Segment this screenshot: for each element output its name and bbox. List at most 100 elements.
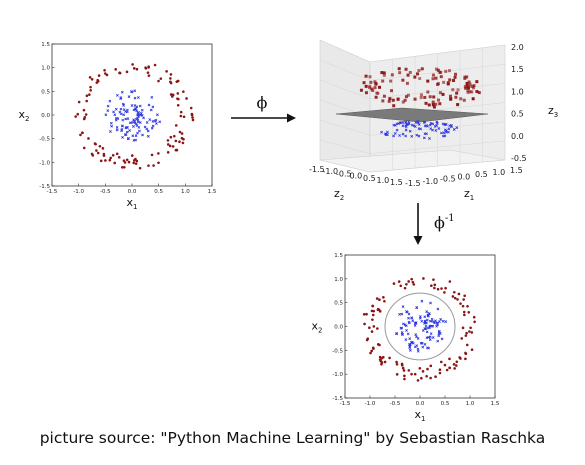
outer-class-point-3d	[451, 88, 454, 91]
outer-class-point	[410, 278, 413, 281]
outer-class-point	[126, 158, 129, 161]
outer-class-point	[118, 72, 121, 75]
outer-class-point	[437, 288, 440, 291]
outer-class-point	[422, 370, 425, 373]
outer-class-point	[371, 318, 374, 321]
outer-class-point	[463, 294, 466, 297]
outer-class-point	[467, 311, 470, 314]
outer-class-point-3d	[436, 83, 439, 86]
outer-class-point	[167, 151, 170, 154]
outer-class-point-3d	[432, 77, 435, 80]
outer-class-point	[169, 145, 172, 148]
x-axis-label: x1	[127, 196, 138, 211]
z1-axis-label: z1	[464, 187, 474, 202]
outer-class-point	[395, 361, 398, 364]
outer-class-point	[191, 116, 194, 119]
outer-class-point	[468, 330, 471, 333]
outer-class-point	[440, 287, 443, 290]
phi-label: ϕ	[257, 93, 268, 112]
outer-class-point	[147, 164, 150, 167]
outer-class-point	[113, 162, 116, 165]
input-space-plot: -1.5 -1.0 -0.5 0.0 0.5 1.0 1.5-1.5-1.0-0.50.00…	[19, 42, 217, 211]
outer-class-point-3d	[456, 88, 459, 91]
z3-tick-label: 2.0	[511, 43, 524, 52]
outer-class-point	[147, 66, 150, 69]
outer-class-point	[176, 92, 179, 95]
outer-class-point	[157, 161, 160, 164]
x-tick-label: 0.5	[154, 189, 163, 195]
outer-class-point	[422, 277, 425, 280]
x-tick-label: 0.0	[128, 189, 137, 195]
outer-class-point-3d	[391, 73, 394, 76]
outer-class-point-3d	[374, 86, 377, 89]
outer-class-point	[177, 104, 180, 107]
outer-class-point	[81, 132, 84, 135]
outer-class-point-3d	[442, 93, 445, 96]
outer-class-point	[83, 116, 86, 119]
y-tick-label: -1.5	[332, 396, 343, 402]
outer-class-point	[465, 332, 468, 335]
outer-class-point-3d	[472, 97, 475, 100]
outer-class-point-3d	[456, 103, 459, 106]
outer-class-point	[175, 140, 178, 143]
y-tick-label: -1.0	[39, 160, 50, 166]
outer-class-point-3d	[442, 81, 445, 84]
z1-tick-label: 0.5	[475, 170, 488, 179]
outer-class-point	[372, 314, 375, 317]
outer-class-point-3d	[454, 76, 457, 79]
outer-class-point-3d	[465, 75, 468, 78]
outer-class-point	[183, 115, 186, 118]
outer-class-point	[403, 378, 406, 381]
outer-class-point	[384, 361, 387, 364]
outer-class-point-3d	[455, 92, 458, 95]
outer-class-point	[455, 364, 458, 367]
outer-class-point	[446, 369, 449, 372]
outer-class-point	[133, 67, 136, 70]
outer-class-point	[371, 310, 374, 313]
outer-class-point	[452, 295, 455, 298]
outer-class-point-3d	[381, 80, 384, 83]
outer-class-point	[368, 326, 371, 329]
z3-tick-label: 0.0	[511, 132, 524, 141]
outer-class-point-3d	[454, 96, 457, 99]
outer-class-point	[88, 93, 91, 96]
outer-class-point	[388, 357, 391, 360]
outer-class-point	[379, 356, 382, 359]
outer-class-point	[459, 357, 462, 360]
outer-class-point	[412, 281, 415, 284]
outer-class-point	[108, 159, 111, 162]
outer-class-point	[89, 86, 92, 89]
outer-class-point	[444, 364, 447, 367]
outer-class-point	[175, 124, 178, 127]
outer-class-point-3d	[416, 72, 419, 75]
outer-class-point	[404, 287, 407, 290]
outer-class-point	[128, 161, 131, 164]
y-tick-label: -0.5	[39, 137, 50, 143]
outer-class-point	[372, 347, 375, 350]
outer-class-point	[87, 137, 90, 140]
outer-class-point	[396, 373, 399, 376]
outer-class-point	[83, 109, 86, 112]
outer-class-point-3d	[428, 103, 431, 106]
outer-class-point	[460, 337, 463, 340]
outer-class-point-3d	[475, 90, 478, 93]
outer-class-point-3d	[432, 95, 435, 98]
outer-class-point	[170, 93, 173, 96]
outer-class-point	[456, 298, 459, 301]
outer-class-point	[152, 164, 155, 167]
outer-class-point-3d	[418, 77, 421, 80]
outer-class-point-3d	[432, 101, 435, 104]
outer-class-point	[106, 74, 109, 77]
outer-class-point-3d	[407, 74, 410, 77]
outer-class-point-3d	[398, 71, 401, 74]
outer-class-point	[181, 137, 184, 140]
outer-class-point	[89, 89, 92, 92]
outer-class-point	[464, 352, 467, 355]
outer-class-point-3d	[452, 79, 455, 82]
outer-class-point-3d	[392, 104, 395, 107]
outer-class-point-3d	[420, 93, 423, 96]
outer-class-point	[114, 68, 117, 71]
z1-tick-label: 1.0	[493, 168, 506, 177]
outer-class-point	[455, 360, 458, 363]
outer-class-point	[180, 111, 183, 114]
